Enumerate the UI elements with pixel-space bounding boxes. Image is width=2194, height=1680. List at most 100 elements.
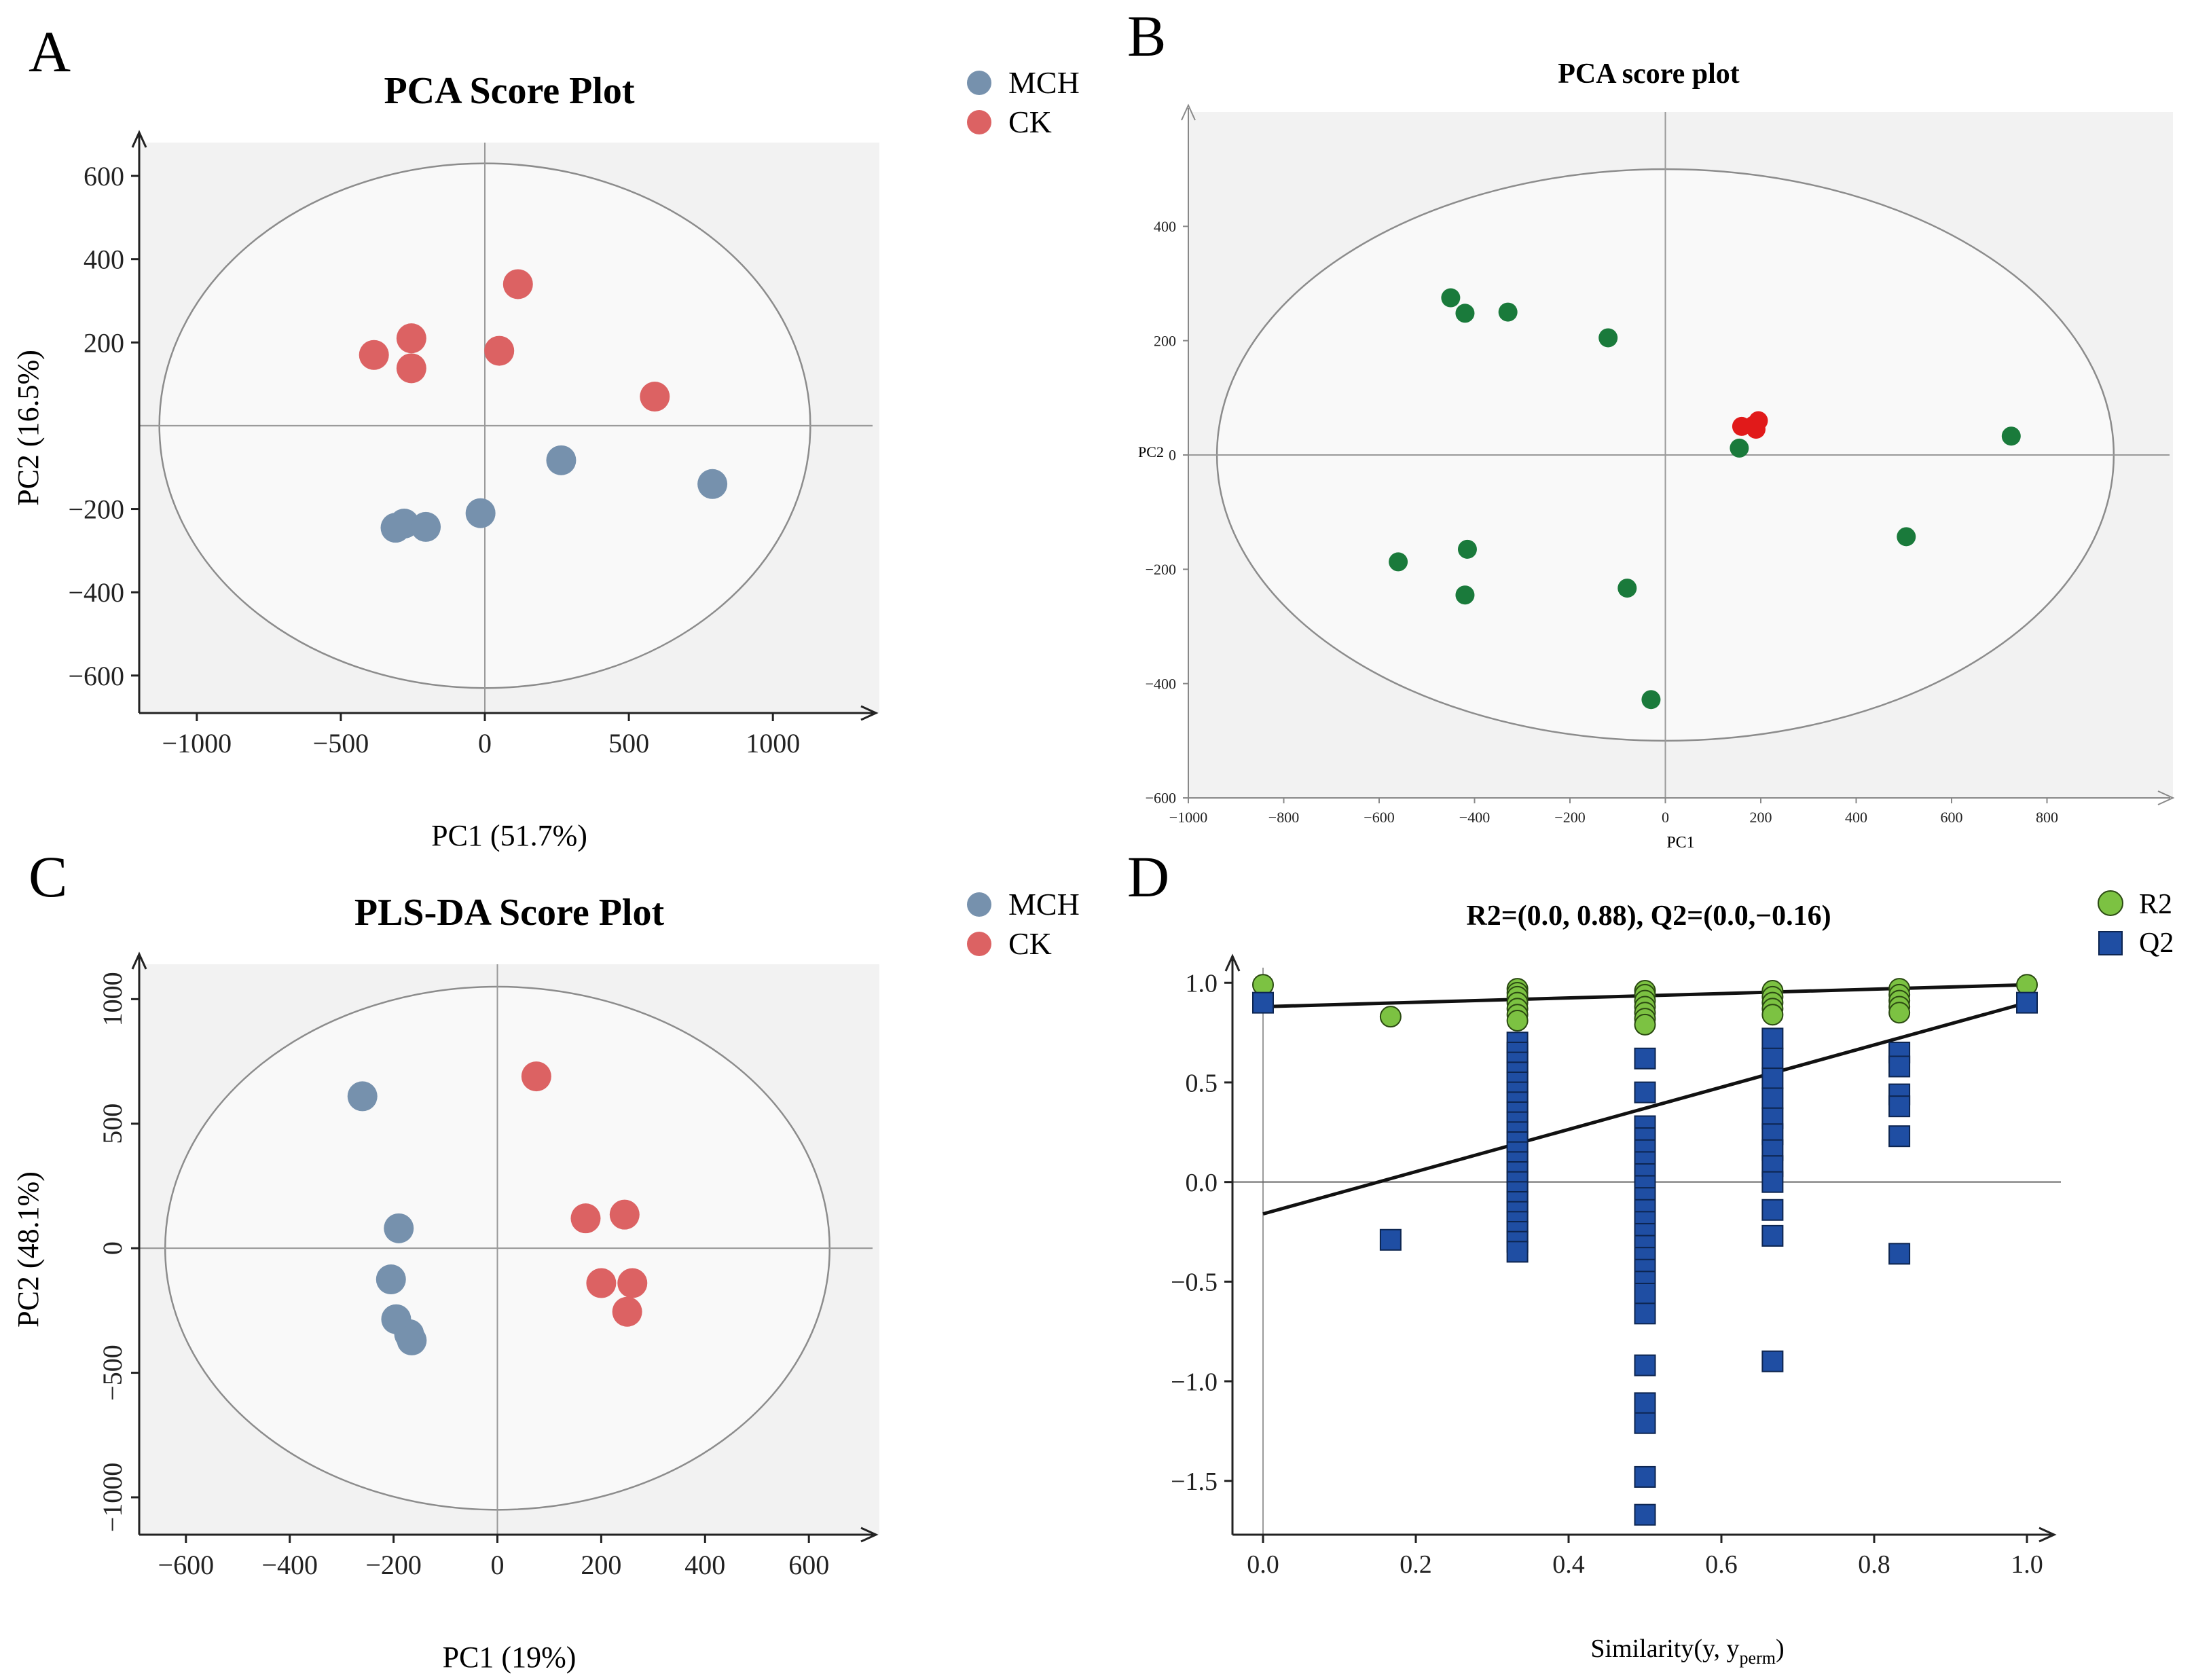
panel-a-pca-score-plot: A −1000 −500 0 500 1000 −600 −400 −200 200 400 600…: [12, 19, 1080, 852]
panel-letter-b: B: [1127, 3, 1166, 69]
data-point-mch: [384, 1213, 414, 1243]
legend-label-q2: Q2: [2139, 928, 2174, 959]
data-point-q2: [1888, 1095, 1911, 1118]
data-point-group1: [1455, 585, 1475, 605]
data-point-q2: [1888, 1125, 1911, 1148]
y-tick-label: 200: [1154, 332, 1176, 349]
x-axis-arrow: [2038, 1527, 2057, 1543]
chart-title: R2=(0.0, 0.88), Q2=(0.0,−0.16): [1466, 900, 1831, 932]
x-axis-arrow: [860, 1527, 879, 1543]
y-tick-label: 600: [84, 161, 124, 191]
y-tick-label: 1.0: [1186, 970, 1218, 998]
data-point-ck: [502, 269, 533, 299]
x-tick-label: 0: [491, 1550, 505, 1580]
x-tick-label: 1.0: [2011, 1550, 2043, 1579]
data-point-q2: [1761, 1087, 1784, 1110]
data-point-ck: [617, 1268, 648, 1298]
data-point-mch: [697, 469, 728, 499]
chart-title: PLS-DA Score Plot: [354, 892, 665, 934]
y-tick-label: −200: [1146, 561, 1176, 578]
x-axis-label: PC1 (19%): [443, 1641, 577, 1674]
data-point-group1: [1730, 438, 1749, 458]
data-point-q2: [1634, 1302, 1656, 1325]
y-axis-label: PC2: [1138, 443, 1164, 460]
panel-c-pls-da-score-plot: C −600 −400 −200 0 200 400 600 −1000 −500 0 500 100…: [12, 844, 1080, 1674]
legend-label-mch: MCH: [1008, 887, 1080, 921]
y-tick-label: −0.5: [1171, 1268, 1218, 1297]
y-tick-label: 400: [84, 244, 124, 275]
panel-letter-a: A: [29, 19, 71, 84]
data-point-mch: [465, 498, 496, 528]
plot-layer: 0.0 0.2 0.4 0.6 0.8 1.0 −1.5 −1.0 −0.5 0.0 0.5 1.0: [1171, 953, 2061, 1579]
y-tick-label: 400: [1154, 218, 1176, 235]
y-axis-arrow: [131, 951, 147, 970]
legend-marker-mch: [967, 892, 991, 917]
data-point-ck: [640, 382, 670, 412]
data-point-q2: [1506, 1241, 1529, 1263]
data-point-group1: [1389, 552, 1408, 572]
x-axis-arrow: [860, 705, 879, 721]
legend-marker-q2: [2098, 931, 2123, 955]
x-tick-label: −600: [158, 1550, 215, 1580]
x-tick-label: 200: [581, 1550, 621, 1580]
y-axis-label: PC2 (16.5%): [12, 350, 45, 506]
data-point-q2: [1252, 991, 1274, 1014]
data-point-group1: [1598, 328, 1618, 348]
data-point-group1: [1617, 579, 1637, 598]
data-point-ck: [396, 353, 426, 384]
y-tick-label: −1.5: [1171, 1467, 1218, 1496]
regression-line: [1262, 1001, 2028, 1216]
y-tick-label: 0: [97, 1241, 128, 1255]
data-point-ck: [570, 1203, 601, 1234]
x-tick-label: 200: [1750, 809, 1772, 826]
data-point-q2: [1761, 1067, 1784, 1090]
x-tick-label: 600: [788, 1550, 829, 1580]
x-tick-label: −1000: [162, 728, 232, 759]
data-point-group1: [1455, 304, 1475, 323]
data-point-q2: [1888, 1055, 1911, 1078]
y-tick-label: −1.0: [1171, 1368, 1218, 1396]
data-point-group1: [1641, 690, 1661, 710]
y-tick-label: 0.5: [1186, 1069, 1218, 1097]
x-tick-label: −800: [1268, 809, 1299, 826]
legend-label-mch: MCH: [1008, 65, 1080, 100]
x-tick-label: −200: [1554, 809, 1585, 826]
x-tick-label: 0.4: [1552, 1550, 1585, 1579]
data-point-r2: [1888, 1002, 1911, 1024]
x-tick-label: 800: [2036, 809, 2058, 826]
legend-marker-r2: [2098, 890, 2123, 916]
data-point-q2: [1761, 1047, 1784, 1070]
data-point-group1: [1897, 527, 1916, 547]
x-tick-label: 0: [478, 728, 492, 759]
panel-b-pca-score-plot: B −1000 −800 −600 −400 −200 0 200 400 600 800 −600…: [1127, 3, 2175, 852]
panel-letter-d: D: [1127, 844, 1169, 909]
y-tick-label: 0: [1169, 447, 1176, 464]
data-point-q2: [1761, 1350, 1784, 1372]
data-point-group2: [1746, 420, 1766, 439]
data-point-q2: [1379, 1228, 1402, 1251]
data-point-mch: [397, 1325, 427, 1355]
x-axis-label-main: Similarity(y, y: [1590, 1635, 1739, 1663]
data-point-group1: [1457, 539, 1477, 559]
data-point-ck: [521, 1061, 551, 1092]
y-axis-arrow: [131, 130, 147, 148]
x-axis-label: PC1: [1666, 834, 1694, 852]
x-tick-label: −1000: [1169, 809, 1207, 826]
data-point-q2: [1634, 1282, 1656, 1304]
y-tick-label: −500: [97, 1345, 128, 1401]
legend-label-ck: CK: [1008, 105, 1052, 139]
data-point-r2: [1761, 1004, 1784, 1026]
x-tick-label: 400: [684, 1550, 725, 1580]
y-tick-label: −600: [1146, 790, 1176, 807]
data-point-q2: [1761, 1027, 1784, 1050]
data-point-q2: [1634, 1081, 1656, 1103]
legend-marker-ck: [967, 110, 991, 134]
x-tick-label: 0: [1662, 809, 1669, 826]
panel-letter-c: C: [29, 844, 67, 909]
legend-marker-ck: [967, 932, 991, 956]
y-tick-label: −200: [68, 494, 124, 525]
x-tick-label: 400: [1845, 809, 1867, 826]
data-point-ck: [359, 340, 389, 370]
x-tick-label: 0.6: [1705, 1550, 1738, 1579]
data-point-q2: [1634, 1465, 1656, 1488]
